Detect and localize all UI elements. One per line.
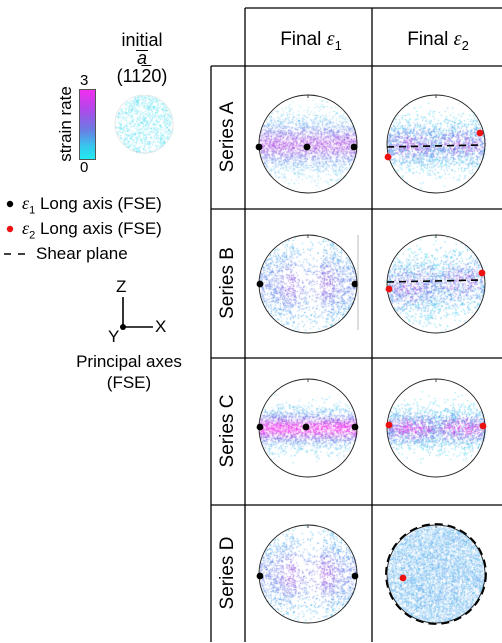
col2-prefix: Final: [407, 29, 454, 50]
miller-start: (11: [116, 66, 142, 86]
col-header-final-eps2: Final ε2: [378, 28, 498, 53]
colorbar-min: 0: [80, 159, 89, 176]
eps2-text: Long axis (FSE): [35, 219, 162, 238]
row-label-series-b: Series B: [217, 247, 238, 319]
legend-eps2: ε2 Long axis (FSE): [22, 218, 162, 241]
legend-eps1: ε1 Long axis (FSE): [22, 193, 162, 216]
colorbar-max: 3: [80, 72, 89, 89]
axis-y-label: Y: [108, 327, 120, 346]
caption-line2: (FSE): [106, 373, 152, 392]
legend-shear-plane: Shear plane: [36, 244, 128, 263]
col1-sub: 1: [334, 37, 342, 53]
row-label-series-d: Series D: [217, 536, 238, 610]
caption-line1: Principal axes: [76, 352, 182, 371]
col1-prefix: Final: [280, 29, 327, 50]
principal-axes-caption: Principal axes (FSE): [63, 351, 195, 393]
initial-miller-index: (1120): [112, 67, 172, 85]
colorbar: [79, 89, 96, 160]
col-header-final-eps1: Final ε1: [252, 28, 370, 53]
initial-a-vector: a: [135, 48, 148, 68]
miller-end: 0): [151, 66, 168, 86]
col1-symbol: ε: [326, 28, 335, 50]
initial-word: initial: [121, 30, 163, 50]
axis-x-label: X: [155, 317, 167, 336]
col2-sub: 2: [461, 37, 469, 53]
axis-z-label: Z: [116, 277, 127, 296]
row-label-series-a: Series A: [217, 101, 238, 173]
col2-symbol: ε: [453, 28, 462, 50]
initial-a: a: [136, 48, 147, 68]
eps1-text: Long axis (FSE): [35, 194, 162, 213]
colorbar-label: strain rate: [56, 86, 75, 162]
row-label-series-c: Series C: [217, 394, 238, 468]
initial-label: initial a (1120): [112, 31, 172, 85]
miller-overbar: 2: [141, 66, 152, 86]
